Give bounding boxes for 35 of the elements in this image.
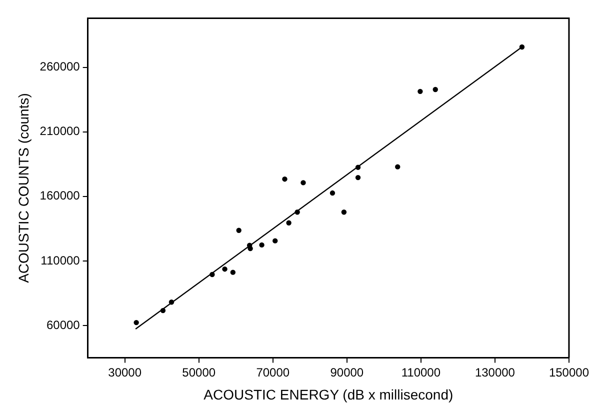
- point: [355, 174, 361, 180]
- point: [230, 270, 236, 275]
- x-tick-label: 130000: [474, 365, 516, 380]
- x-tick-label: 50000: [182, 365, 216, 380]
- point: [519, 44, 525, 50]
- x-tick-label: 150000: [548, 365, 590, 380]
- x-tick-label: 70000: [256, 365, 290, 380]
- point: [330, 190, 336, 196]
- y-tick-label: 260000: [40, 60, 80, 74]
- point: [210, 272, 215, 278]
- y-tick-label: 110000: [40, 253, 80, 268]
- point: [236, 228, 242, 233]
- point: [160, 308, 166, 314]
- y-tick-label: 210000: [40, 124, 80, 138]
- point: [286, 220, 292, 226]
- x-tick-label: 30000: [108, 365, 142, 380]
- point: [282, 176, 288, 182]
- point: [418, 88, 423, 94]
- point: [341, 210, 347, 215]
- point: [300, 180, 306, 186]
- point: [222, 266, 228, 272]
- y-tick-label: 60000: [46, 318, 80, 332]
- point: [134, 320, 139, 326]
- x-tick-label: 90000: [330, 365, 364, 380]
- point: [432, 86, 438, 92]
- x-tick-label: 110000: [401, 365, 441, 380]
- point: [272, 238, 278, 244]
- point: [355, 164, 361, 170]
- y-tick-label: 160000: [40, 188, 80, 203]
- point: [294, 210, 300, 215]
- x-axis-title: ACOUSTIC ENERGY (dB x millisecond): [204, 386, 454, 402]
- point: [168, 300, 174, 305]
- point: [259, 242, 264, 248]
- point: [395, 164, 400, 170]
- y-axis-title: ACOUSTIC COUNTS (counts): [15, 93, 32, 283]
